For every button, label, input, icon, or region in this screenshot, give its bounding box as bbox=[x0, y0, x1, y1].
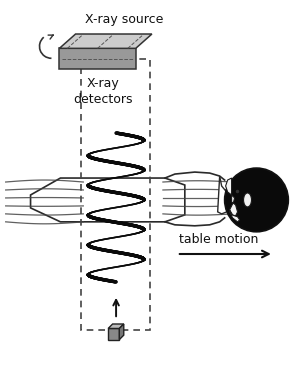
Text: X-ray
detectors: X-ray detectors bbox=[73, 77, 132, 106]
Polygon shape bbox=[59, 48, 136, 69]
Ellipse shape bbox=[244, 193, 252, 207]
Bar bbox=[108, 328, 119, 340]
Polygon shape bbox=[230, 210, 240, 222]
Circle shape bbox=[224, 168, 288, 232]
Polygon shape bbox=[108, 324, 124, 328]
Polygon shape bbox=[218, 176, 232, 214]
Text: X-ray source: X-ray source bbox=[84, 13, 163, 26]
Polygon shape bbox=[119, 324, 124, 340]
Polygon shape bbox=[226, 178, 237, 216]
Polygon shape bbox=[59, 34, 152, 48]
Polygon shape bbox=[31, 178, 185, 222]
Bar bbox=[81, 59, 150, 330]
Text: table motion: table motion bbox=[179, 233, 258, 246]
